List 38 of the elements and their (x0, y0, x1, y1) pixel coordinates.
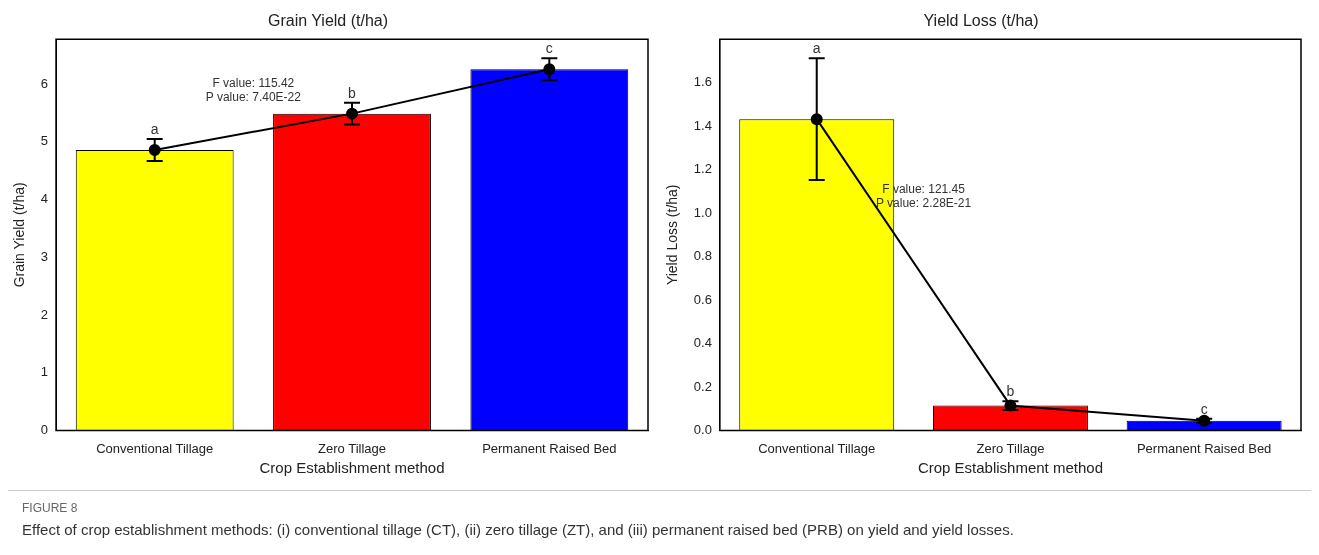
y-tick-label: 0 (40, 421, 49, 437)
y-tick-label: 1.0 (693, 204, 712, 220)
annotation: F value: 115.42 (212, 76, 295, 91)
y-tick-label: 1.6 (693, 74, 712, 90)
x-axis-title: Crop Establishment method (917, 459, 1103, 477)
x-tick-label: Zero Tillage (976, 440, 1045, 456)
annotation: b (1006, 383, 1015, 400)
y-axis-title: Yield Loss (t/ha) (664, 184, 681, 286)
y-tick-label: 0.8 (693, 248, 712, 264)
x-tick-label: Conventional Tillage (96, 440, 214, 456)
annotation: a (812, 40, 821, 57)
y-tick-label: 2 (40, 306, 49, 322)
y-tick-label: 0.0 (693, 421, 712, 437)
x-tick-label: Permanent Raised Bed (1136, 440, 1272, 456)
y-tick-label: 0.4 (693, 335, 712, 351)
x-tick-label: Permanent Raised Bed (482, 440, 617, 456)
y-tick-label: 4 (40, 191, 49, 207)
y-tick-label: 0.2 (693, 378, 712, 394)
y-tick-label: 1 (40, 364, 49, 380)
y-tick-label: 3 (40, 248, 49, 264)
annotation: a (150, 120, 159, 137)
annotation: P value: 7.40E-22 (205, 90, 302, 105)
y-tick-label: 5 (40, 133, 49, 149)
caption: FIGURE 8 (22, 501, 79, 515)
x-axis-title: Crop Establishment method (259, 459, 445, 477)
x-tick-label: Zero Tillage (318, 440, 386, 456)
y-tick-label: 1.4 (693, 117, 712, 133)
annotation: b (348, 84, 357, 101)
y-tick-label: 6 (40, 75, 49, 91)
text: Effect of crop establishment methods: (i) conventional tillage (CT), (ii) zero tillage (ZT), and (iii) permanent raised bed (PRB) on yield and yield losses. (22, 521, 1015, 538)
chart-title: Grain Yield (t/ha) (267, 12, 389, 30)
y-tick-label: 0.6 (693, 291, 712, 307)
x-tick-label: Conventional Tillage (758, 440, 876, 456)
annotation: c (1200, 400, 1208, 417)
chart-title: Yield Loss (t/ha) (923, 12, 1039, 30)
annotation: c (545, 40, 553, 57)
y-tick-label: 1.2 (693, 161, 712, 177)
y-axis-title: Grain Yield (t/ha) (11, 182, 28, 288)
